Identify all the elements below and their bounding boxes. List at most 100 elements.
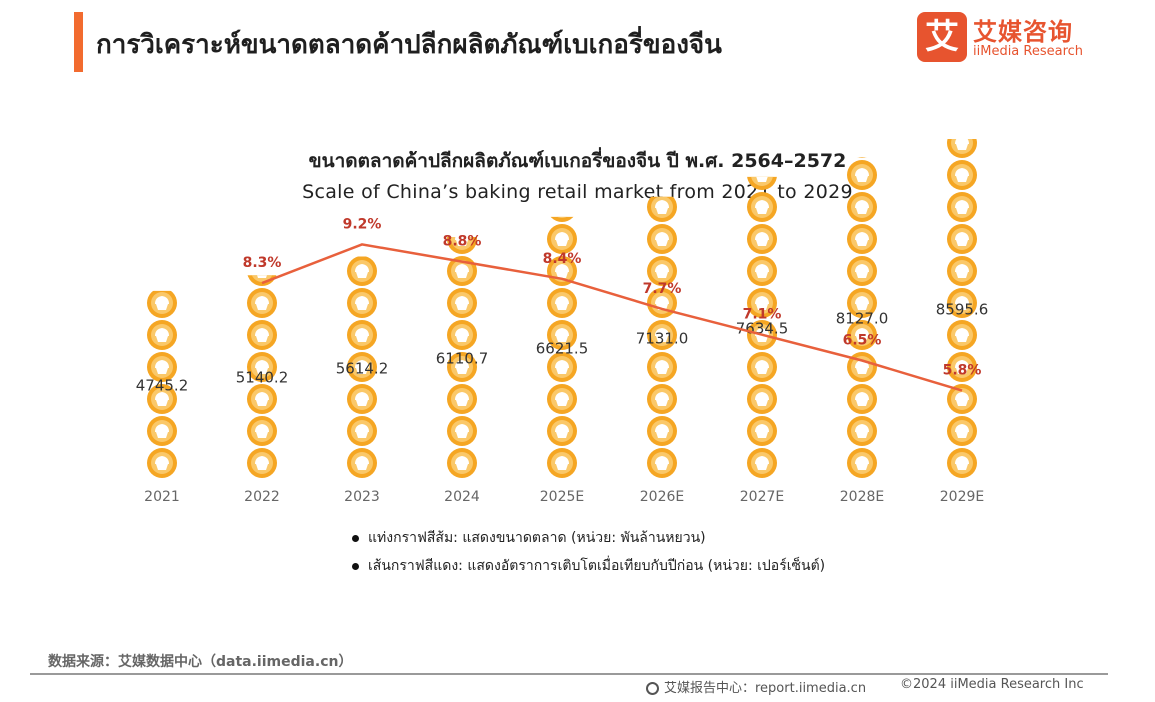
cupcake-icon-top	[655, 200, 669, 208]
cupcake-icon-top	[755, 456, 769, 464]
cupcake-icon-top	[555, 456, 569, 464]
legend-item-line: เส้นกราฟสีแดง: แสดงอัตราการเติบโตเมื่อเท…	[352, 556, 825, 584]
cupcake-icon	[956, 176, 968, 182]
cupcake-icon-top	[155, 328, 169, 336]
cupcake-icon	[956, 432, 968, 438]
x-tick-label: 2029E	[940, 489, 984, 505]
bar-medallion	[857, 157, 867, 158]
x-tick-label: 2023	[344, 489, 380, 505]
cupcake-icon-top	[955, 392, 969, 400]
cupcake-icon-top	[655, 456, 669, 464]
cupcake-icon-top	[155, 392, 169, 400]
cupcake-icon-top	[255, 392, 269, 400]
cupcake-icon-top	[655, 296, 669, 304]
cupcake-icon	[756, 432, 768, 438]
legend-item-bar: แท่งกราฟสีส้ม: แสดงขนาดตลาด (หน่วย: พันล…	[352, 528, 825, 556]
bar-stack-2025E	[547, 176, 577, 478]
bar-medallion	[247, 224, 277, 254]
cupcake-icon	[756, 464, 768, 470]
cupcake-icon-top	[355, 360, 369, 368]
cupcake-icon	[956, 144, 968, 150]
bar-stack-2024	[447, 196, 477, 478]
x-tick-label: 2024	[444, 489, 480, 505]
bar-medallion-inner	[851, 132, 873, 154]
cupcake-icon	[956, 240, 968, 246]
cupcake-icon-top	[755, 200, 769, 208]
cupcake-icon-top	[555, 360, 569, 368]
cupcake-icon-top	[555, 232, 569, 240]
cupcake-icon	[256, 464, 268, 470]
x-tick-label: 2021	[144, 489, 180, 505]
cupcake-icon-top	[355, 296, 369, 304]
cupcake-icon	[356, 368, 368, 374]
bar-value-label: 7131.0	[636, 329, 689, 347]
cupcake-icon	[656, 272, 668, 278]
bar-stack-2026E	[647, 160, 677, 478]
cupcake-icon	[856, 464, 868, 470]
cupcake-icon	[356, 336, 368, 342]
bullet-icon	[352, 563, 359, 570]
cupcake-icon-top	[455, 424, 469, 432]
cupcake-icon	[856, 368, 868, 374]
bar-medallion	[647, 160, 677, 190]
cupcake-icon	[656, 400, 668, 406]
cupcake-icon-top	[755, 296, 769, 304]
cupcake-icon	[756, 400, 768, 406]
cupcake-icon	[456, 272, 468, 278]
bar-stack-2023	[347, 256, 377, 478]
cupcake-icon	[256, 368, 268, 374]
cupcake-icon	[556, 176, 568, 182]
cupcake-icon	[556, 400, 568, 406]
bar-medallion-inner	[751, 132, 773, 154]
cupcake-icon	[956, 304, 968, 310]
cupcake-icon	[956, 336, 968, 342]
cupcake-icon-top	[555, 424, 569, 432]
bar-value-label: 5140.2	[236, 369, 289, 387]
cupcake-icon-top	[455, 264, 469, 272]
cupcake-icon-top	[855, 136, 869, 144]
cupcake-icon-top	[155, 456, 169, 464]
cupcake-icon	[856, 208, 868, 214]
chart-title: ขนาดตลาดค้าปลีกผลิตภัณฑ์เบเกอรี่ของจีน ป…	[308, 150, 847, 172]
cupcake-icon	[156, 368, 168, 374]
cupcake-icon	[556, 208, 568, 214]
cupcake-icon	[956, 400, 968, 406]
footer-divider	[30, 673, 1108, 675]
cupcake-icon-top	[355, 456, 369, 464]
cupcake-icon	[956, 368, 968, 374]
growth-rate-label: 5.8%	[943, 363, 982, 379]
cupcake-icon-top	[955, 168, 969, 176]
cupcake-icon	[456, 432, 468, 438]
cupcake-icon-top	[455, 296, 469, 304]
cupcake-icon	[456, 368, 468, 374]
chart-subtitle: Scale of China’s baking retail market fr…	[302, 181, 853, 203]
cupcake-icon	[656, 336, 668, 342]
cupcake-icon-top	[355, 264, 369, 272]
bar-medallion-inner	[557, 216, 567, 218]
bar-2024	[447, 196, 477, 478]
bar-value-label: 7634.5	[736, 319, 789, 337]
growth-rate-label: 8.3%	[243, 255, 282, 271]
cupcake-icon	[956, 272, 968, 278]
growth-rate-label: 9.2%	[343, 216, 382, 232]
cupcake-icon	[256, 400, 268, 406]
bar-2021	[147, 290, 177, 478]
data-source: 数据来源：艾媒数据中心（data.iimedia.cn）	[48, 654, 353, 670]
logo-en-text: iiMedia Research	[973, 44, 1084, 59]
bar-2029E	[947, 138, 977, 478]
growth-rate-label: 7.1%	[743, 307, 782, 323]
bar-value-label: 6621.5	[536, 339, 589, 357]
x-tick-label: 2026E	[640, 489, 684, 505]
cupcake-icon-top	[955, 456, 969, 464]
globe-icon	[646, 682, 659, 695]
cupcake-icon	[456, 240, 468, 246]
bar-medallion	[550, 216, 574, 222]
cupcake-icon-top	[655, 168, 669, 176]
bar-stack-2021	[147, 290, 177, 478]
cupcake-icon-top	[455, 392, 469, 400]
cupcake-icon	[256, 336, 268, 342]
bar-medallion-inner	[451, 196, 473, 218]
cupcake-icon	[356, 400, 368, 406]
title-accent-bar	[74, 12, 83, 72]
cupcake-icon	[956, 464, 968, 470]
